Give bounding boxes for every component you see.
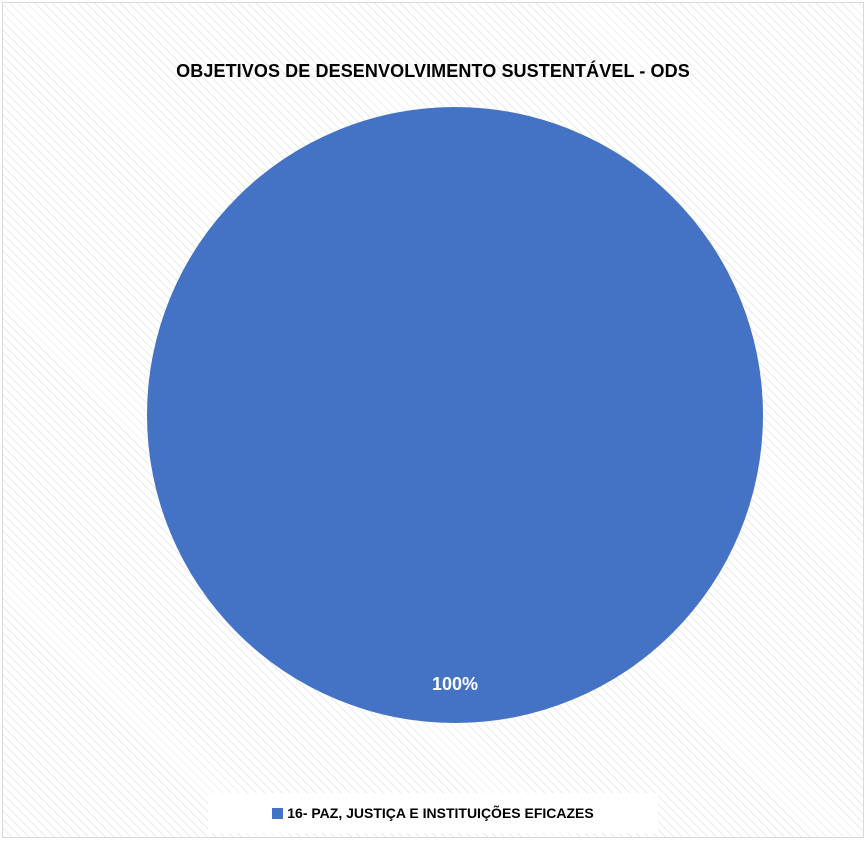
data-label: 100% <box>432 674 478 694</box>
pie-slice <box>147 107 763 723</box>
legend-label: 16- PAZ, JUSTIÇA E INSTITUIÇÕES EFICAZES <box>287 805 594 821</box>
pie-chart: 100% <box>147 107 763 723</box>
legend-swatch <box>272 807 284 819</box>
chart-title: OBJETIVOS DE DESENVOLVIMENTO SUSTENTÁVEL… <box>176 61 690 81</box>
legend: 16- PAZ, JUSTIÇA E INSTITUIÇÕES EFICAZES <box>208 793 658 833</box>
